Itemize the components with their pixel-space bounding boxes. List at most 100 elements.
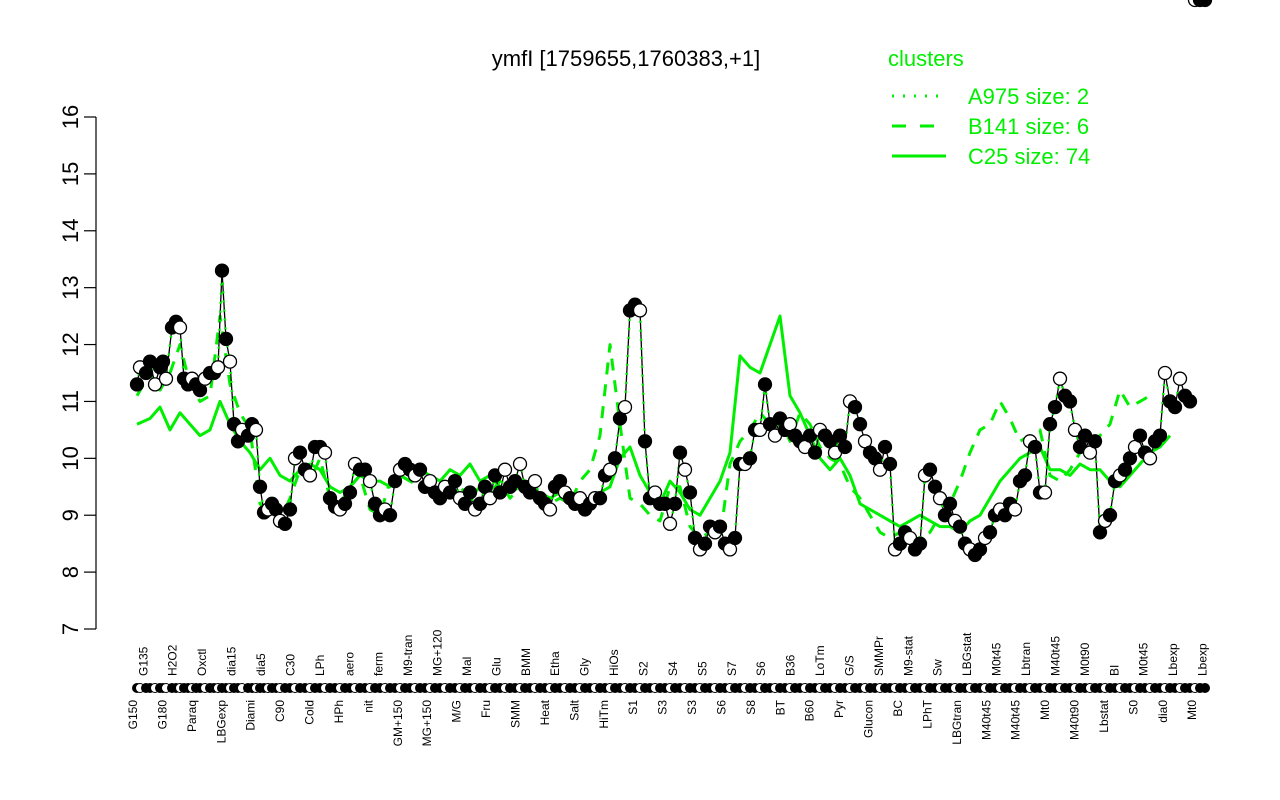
x-tick-label: LBGstat — [960, 632, 974, 676]
data-point — [172, 320, 188, 335]
data-point — [1172, 371, 1188, 386]
x-tick-label: LBGtran — [950, 700, 964, 745]
data-point — [462, 485, 478, 500]
x-tick-label: ferm — [372, 652, 386, 676]
chart-title: ymfI [1759655,1760383,+1] — [492, 46, 761, 71]
legend-entry-c25: C25 size: 74 — [968, 144, 1090, 169]
x-tick-label: dia0 — [1156, 700, 1170, 723]
data-point — [158, 371, 174, 386]
data-point — [1007, 502, 1023, 517]
data-point — [129, 377, 145, 392]
x-tick-label: Glucon — [862, 700, 876, 738]
data-point — [1017, 468, 1033, 483]
x-tick-label: Sw — [931, 659, 945, 676]
x-tick-label: aero — [342, 652, 356, 676]
data-point — [292, 445, 308, 460]
data-point — [672, 445, 688, 460]
legend-entry-a975: A975 size: 2 — [968, 84, 1089, 109]
data-point — [1052, 371, 1068, 386]
x-tick-label: MG+120 — [431, 629, 445, 676]
x-tick-label: S3 — [685, 700, 699, 715]
data-point — [637, 434, 653, 449]
x-tick-label: LoTm — [813, 645, 827, 676]
y-axis: 7 8 9 10 11 12 13 14 15 16 — [58, 105, 97, 635]
y-tick-label: 9 — [58, 509, 83, 521]
x-tick-label: HiOs — [607, 649, 621, 676]
data-point — [617, 399, 633, 415]
x-tick-label: Lbexp — [1196, 643, 1210, 676]
y-tick-label: 8 — [58, 566, 83, 578]
x-tick-label: Salt — [567, 699, 581, 720]
data-point — [1087, 434, 1103, 449]
x-tick-label: M9-tran — [401, 635, 415, 676]
x-tick-label: C90 — [273, 700, 287, 722]
x-tick-label: HiTm — [597, 700, 611, 729]
x-tick-label: S8 — [744, 700, 758, 715]
data-point — [682, 485, 698, 500]
x-tick-label: BI — [1107, 665, 1121, 676]
data-point — [362, 473, 378, 489]
x-tick-label: MG+150 — [420, 700, 434, 747]
y-tick-label: 13 — [58, 275, 83, 299]
x-tick-label: M40t45 — [979, 700, 993, 740]
x-tick-label: M40t45 — [1048, 636, 1062, 676]
x-tick-label: BMM — [519, 648, 533, 676]
y-tick-label: 11 — [58, 390, 83, 413]
x-axis-labels: G135 H2O2 Oxctl dia15 dia5 C30 LPh aero ferm M9-t… — [126, 629, 1210, 746]
x-tick-label: M40t45 — [1009, 700, 1023, 740]
x-tick-label: S2 — [637, 661, 651, 676]
data-point — [302, 468, 318, 483]
x-tick-label: S7 — [725, 661, 739, 676]
data-series — [129, 0, 1213, 563]
y-tick-label: 16 — [58, 105, 83, 129]
x-tick-label: Fru — [479, 700, 493, 718]
y-tick-label: 10 — [58, 446, 83, 470]
data-point — [214, 263, 230, 278]
data-point — [210, 360, 226, 375]
data-point — [277, 516, 293, 531]
data-point — [1142, 451, 1158, 466]
x-tick-label: BC — [891, 700, 905, 717]
data-point — [1197, 0, 1213, 8]
data-point — [942, 496, 958, 511]
x-tick-label: Paraq — [185, 700, 199, 732]
x-tick-label: Pyr — [832, 700, 846, 718]
data-point — [497, 462, 513, 477]
data-point — [982, 525, 998, 540]
data-point — [837, 439, 853, 455]
data-point — [1027, 439, 1043, 455]
data-point — [1132, 428, 1148, 443]
data-point — [922, 462, 938, 477]
data-point — [667, 496, 683, 511]
y-tick-label: 14 — [58, 219, 83, 243]
x-tick-label: GM+150 — [391, 700, 405, 747]
legend-entry-b141: B141 size: 6 — [968, 114, 1089, 139]
x-tick-label: LPh — [313, 655, 327, 676]
x-tick-label: M/G — [450, 700, 464, 723]
x-tick-label: S5 — [695, 661, 709, 676]
data-point — [252, 479, 268, 494]
x-tick-label: M0t45 — [990, 642, 1004, 676]
data-point — [447, 473, 463, 489]
y-tick-label: 15 — [58, 162, 83, 186]
x-tick-label: G135 — [136, 646, 150, 676]
data-point — [877, 439, 893, 455]
x-tick-label: Lbtran — [1019, 642, 1033, 676]
data-point — [222, 354, 238, 369]
x-tick-label: LBGexp — [214, 700, 228, 744]
data-point — [742, 451, 758, 466]
x-tick-label: Gly — [578, 658, 592, 676]
x-tick-label: S6 — [754, 661, 768, 676]
data-point — [1182, 394, 1198, 409]
data-point — [1152, 428, 1168, 443]
data-point — [882, 456, 898, 472]
x-tick-label: Glu — [489, 657, 503, 676]
x-tick-label: Mt0 — [1185, 700, 1199, 720]
data-point — [1167, 399, 1183, 415]
data-point — [1062, 394, 1078, 409]
data-point — [282, 502, 298, 517]
x-tick-label: SMM — [509, 700, 523, 728]
x-tick-label: Lbexp — [1166, 643, 1180, 676]
x-tick-label: S3 — [656, 700, 670, 715]
x-tick-label: G150 — [126, 700, 140, 730]
